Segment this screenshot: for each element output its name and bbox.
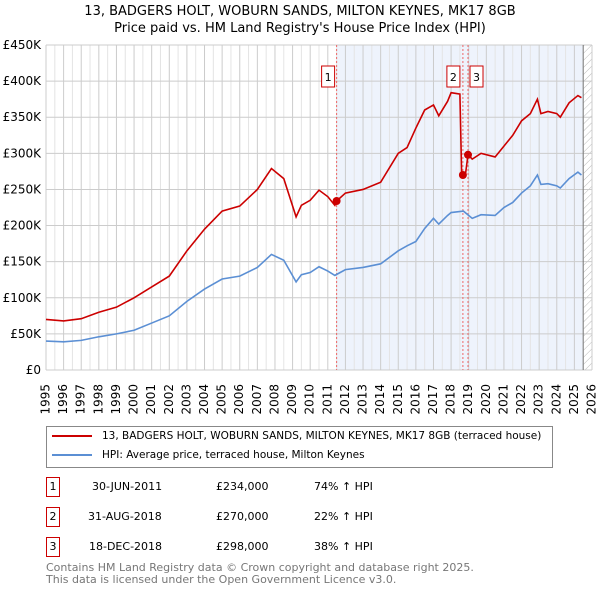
x-tick-label: 1999	[109, 384, 123, 415]
legend: 13, BADGERS HOLT, WOBURN SANDS, MILTON K…	[46, 426, 553, 468]
marker-badge: 1	[46, 477, 60, 497]
transaction-row: 2 31-AUG-2018 £270,000 22% ↑ HPI	[46, 507, 446, 527]
x-tick-label: 2021	[496, 384, 510, 415]
sale-label: 3	[473, 71, 480, 84]
y-tick-label: £150K	[3, 255, 43, 269]
legend-label: HPI: Average price, terraced house, Milt…	[102, 449, 365, 461]
sale-label: 1	[325, 71, 332, 84]
legend-swatch	[52, 454, 92, 456]
x-tick-label: 2015	[391, 384, 405, 415]
x-tick-label: 1995	[39, 384, 53, 415]
footer-line: Contains HM Land Registry data © Crown c…	[46, 561, 474, 574]
x-tick-label: 2005	[215, 384, 229, 415]
price: £270,000	[216, 510, 269, 523]
x-tick-label: 1996	[56, 384, 70, 415]
footer: Contains HM Land Registry data © Crown c…	[46, 562, 474, 586]
y-tick-label: £250K	[3, 182, 43, 196]
legend-label: 13, BADGERS HOLT, WOBURN SANDS, MILTON K…	[102, 430, 542, 442]
sale-label-box	[321, 65, 336, 88]
x-tick-label: 2003	[179, 384, 193, 415]
legend-item-property: 13, BADGERS HOLT, WOBURN SANDS, MILTON K…	[52, 430, 541, 442]
hpi-change: 22% ↑ HPI	[314, 510, 373, 523]
hpi-change: 74% ↑ HPI	[314, 480, 373, 493]
chart: £0 £50K £100K £150K £200K £250K £300K £350K £400…	[3, 38, 599, 415]
x-tick-label: 2012	[338, 384, 352, 415]
y-tick-label: £50K	[10, 327, 42, 341]
legend-item-hpi: HPI: Average price, terraced house, Milt…	[52, 449, 365, 461]
y-tick-label: £400K	[3, 74, 43, 88]
y-tick-label: £100K	[3, 291, 43, 305]
date: 18-DEC-2018	[89, 540, 163, 553]
x-tick-label: 2011	[320, 384, 334, 415]
x-tick-label: 2000	[127, 384, 141, 415]
x-tick-label: 2020	[479, 384, 493, 415]
x-tick-label: 2008	[267, 384, 281, 415]
x-tick-label: 2001	[144, 384, 158, 415]
x-tick-label: 2014	[373, 384, 387, 415]
y-tick-label: £350K	[3, 110, 43, 124]
transaction-row: 1 30-JUN-2011 £234,000 74% ↑ HPI	[46, 477, 446, 497]
y-tick-label: £450K	[3, 38, 43, 52]
sale-point	[464, 150, 473, 159]
sale-label-box	[469, 65, 484, 88]
x-tick-label: 2007	[250, 384, 264, 415]
x-tick-label: 2002	[162, 384, 176, 415]
transaction-row: 3 18-DEC-2018 £298,000 38% ↑ HPI	[46, 537, 446, 557]
series-line	[45, 91, 582, 322]
x-tick-label: 2013	[356, 384, 370, 415]
x-tick-label: 2023	[532, 384, 546, 415]
sale-label-box	[446, 65, 461, 88]
hpi-change: 38% ↑ HPI	[314, 540, 373, 553]
sale-point	[332, 197, 341, 205]
x-tick-label: 1998	[91, 384, 105, 415]
sale-label: 2	[450, 71, 457, 84]
x-tick-label: 2018	[444, 384, 458, 415]
footer-line: This data is licensed under the Open Gov…	[46, 573, 397, 586]
y-tick-label: £0	[26, 363, 41, 377]
series-line	[45, 171, 582, 343]
x-tick-label: 2024	[549, 384, 563, 415]
marker-badge: 2	[46, 507, 60, 527]
price: £298,000	[216, 540, 269, 553]
y-tick-label: £300K	[3, 146, 43, 160]
x-tick-label: 2004	[197, 384, 211, 415]
date: 30-JUN-2011	[92, 480, 163, 493]
forecast-hatch	[583, 45, 592, 370]
chart-title: 13, BADGERS HOLT, WOBURN SANDS, MILTON K…	[0, 3, 600, 37]
x-tick-label: 2022	[514, 384, 528, 415]
x-tick-label: 2025	[567, 384, 581, 415]
x-tick-label: 2010	[303, 384, 317, 415]
marker-badge: 3	[46, 537, 60, 557]
title-line: 13, BADGERS HOLT, WOBURN SANDS, MILTON K…	[84, 4, 516, 19]
x-tick-label: 2019	[461, 384, 475, 415]
y-tick-label: £200K	[3, 219, 43, 233]
legend-swatch	[52, 435, 92, 437]
date: 31-AUG-2018	[88, 510, 162, 523]
x-tick-label: 2006	[232, 384, 246, 415]
x-tick-label: 2017	[426, 384, 440, 415]
x-tick-label: 2016	[408, 384, 422, 415]
subtitle-line: Price paid vs. HM Land Registry's House …	[114, 21, 486, 36]
x-tick-label: 2009	[285, 384, 299, 415]
x-tick-label: 2026	[585, 384, 599, 415]
price: £234,000	[216, 480, 269, 493]
x-tick-label: 1997	[74, 384, 88, 415]
sale-point	[458, 171, 467, 179]
